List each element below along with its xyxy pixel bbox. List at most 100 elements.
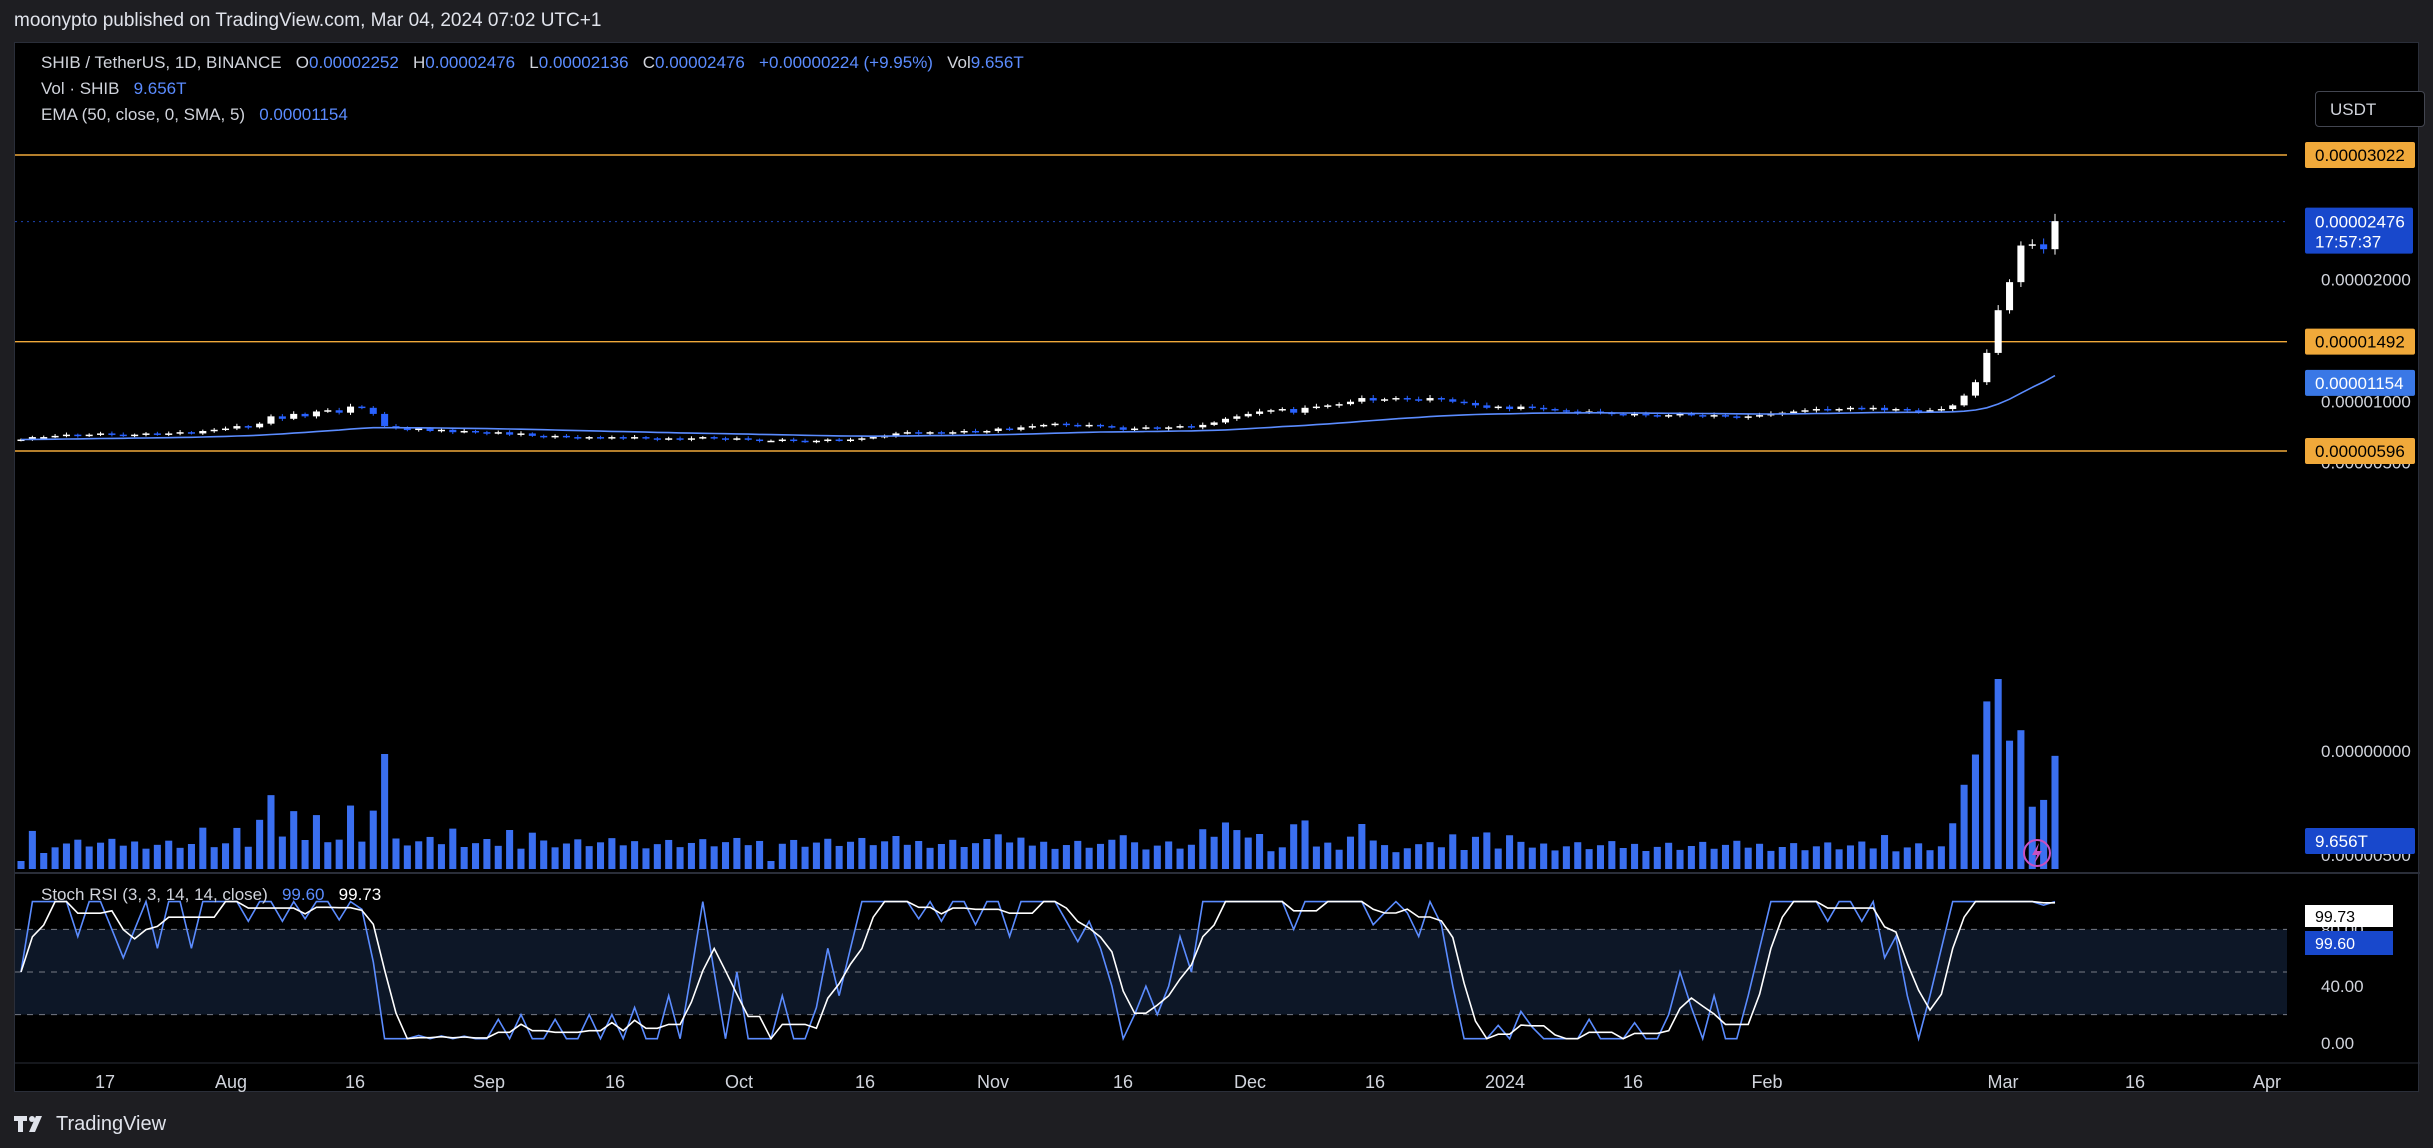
candle-body (51, 435, 59, 438)
candle-body (949, 432, 957, 434)
candle-body (1812, 409, 1820, 411)
volume-bar (1267, 851, 1275, 869)
volume-bar (915, 841, 923, 869)
time-axis-label-10: 16 (1365, 1072, 1385, 1092)
low-label: L (529, 53, 539, 72)
candle-body (869, 437, 877, 439)
candle-body (756, 439, 764, 442)
volume-bar (1676, 849, 1684, 869)
candle-body (381, 413, 389, 427)
volume-bar (1210, 836, 1218, 869)
candle-body (108, 433, 116, 435)
volume-series-label[interactable]: Vol · SHIB (41, 79, 120, 98)
volume-bar (1551, 850, 1559, 869)
volume-bar (97, 842, 105, 869)
stoch-d-line (20, 900, 2055, 1041)
ema-label[interactable]: EMA (50, close, 0, SMA, 5) (41, 105, 246, 124)
chart-canvas[interactable]: 0.000020000.000010000.000005000.00003022… (15, 43, 2420, 1093)
volume-bar (517, 848, 525, 869)
volume-bar (540, 840, 548, 869)
candle-body (1301, 407, 1309, 413)
volume-bar (1028, 845, 1036, 869)
stoch-label[interactable]: Stoch RSI (3, 3, 14, 14, close) (41, 885, 268, 904)
volume-bar (1619, 848, 1627, 869)
time-axis-label-13: Feb (1751, 1072, 1782, 1092)
candle-body (1142, 427, 1150, 429)
currency-button[interactable]: USDT (2315, 91, 2425, 127)
candle-body (1392, 398, 1400, 400)
volume-legend: Vol · SHIB 9.656T (41, 79, 187, 99)
volume-bar (1949, 823, 1957, 869)
candle-body (1540, 407, 1548, 410)
candle-body (1256, 411, 1264, 414)
candle-body (1040, 424, 1048, 427)
volume-bar (1244, 837, 1252, 869)
candle-body (721, 438, 730, 440)
volume-bar (1494, 848, 1502, 869)
change-value: +0.00000224 (+9.95%) (759, 53, 933, 72)
candle-body (1960, 395, 1968, 406)
stoch-d-badge-bg (2305, 905, 2393, 927)
volume-bar (1881, 835, 1889, 869)
candle-body (85, 434, 93, 437)
volume-bar (971, 843, 980, 869)
candle-body (551, 435, 559, 438)
candle-body (1903, 409, 1911, 411)
volume-bar (233, 827, 241, 869)
candle-body (1483, 405, 1491, 408)
candle-body (562, 435, 570, 438)
volume-bar (1381, 845, 1389, 869)
candle-body (1619, 413, 1627, 416)
time-axis-label-15: 16 (2125, 1072, 2145, 1092)
volume-bar (460, 847, 468, 869)
volume-bar (596, 842, 605, 869)
candle-body (1312, 406, 1320, 409)
candle-body (1790, 411, 1798, 413)
volume-bar (551, 847, 559, 869)
time-axis-label-0: 17 (95, 1072, 115, 1092)
volume-bar (1392, 852, 1400, 869)
candle-body (358, 406, 366, 409)
candle-body (1949, 405, 1957, 410)
ohlc-legend: SHIB / TetherUS, 1D, BINANCE O0.00002252… (41, 53, 1024, 73)
candle-body (1415, 399, 1423, 401)
volume-bar (1403, 848, 1411, 869)
candle-body (631, 437, 639, 439)
candle-body (301, 413, 309, 417)
volume-bar (756, 840, 764, 869)
candle-body (1926, 410, 1934, 412)
volume-bar (165, 840, 173, 869)
candle-body (1881, 407, 1889, 411)
candle-body (1551, 409, 1559, 411)
candle-body (415, 428, 423, 431)
volume-bar (1994, 679, 2002, 869)
volume-badge: 9.656T (2315, 832, 2368, 851)
volume-bar (119, 845, 127, 869)
symbol-label[interactable]: SHIB / TetherUS, 1D, BINANCE (41, 53, 282, 72)
volume-bar (892, 836, 900, 869)
volume-bar (278, 836, 286, 869)
volume-bar (1415, 844, 1423, 869)
tradingview-logo[interactable]: TradingView (14, 1113, 166, 1136)
candle-body (574, 437, 582, 439)
volume-bar (437, 844, 445, 869)
volume-bar (1290, 824, 1298, 869)
alert-bolt-icon (2032, 843, 2042, 864)
candle-body (210, 429, 218, 432)
candle-body (506, 432, 514, 435)
candle-body (460, 430, 468, 433)
volume-bar (665, 839, 673, 869)
candle-body (710, 437, 718, 439)
candle-body (665, 438, 673, 440)
candle-body (131, 434, 139, 437)
stoch-d-badge: 99.73 (2315, 909, 2355, 926)
candle-body (653, 438, 661, 440)
volume-bar (1937, 846, 1945, 869)
candle-body (960, 430, 968, 433)
candle-body (176, 432, 184, 434)
volume-bar (290, 811, 298, 869)
chart-frame[interactable]: 0.000020000.000010000.000005000.00003022… (14, 42, 2425, 1093)
volume-bar (199, 827, 207, 869)
candle-body (1471, 402, 1480, 406)
candle-body (1131, 428, 1139, 431)
